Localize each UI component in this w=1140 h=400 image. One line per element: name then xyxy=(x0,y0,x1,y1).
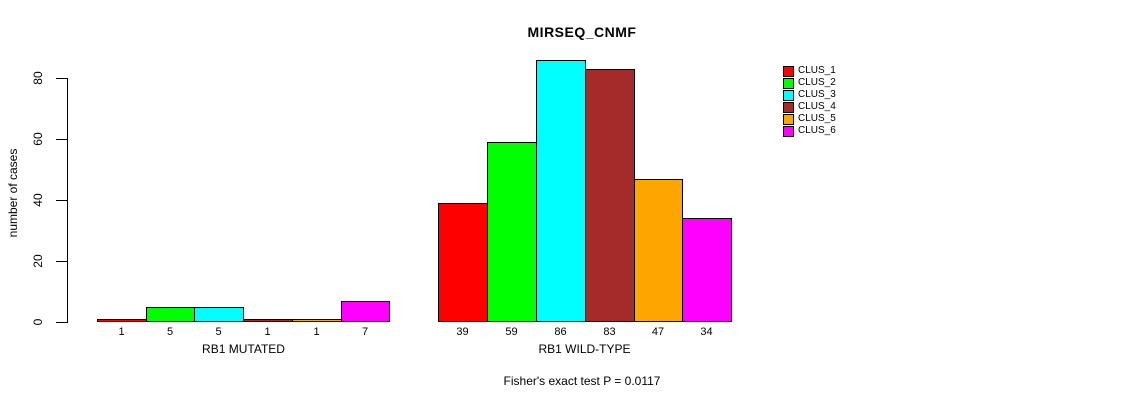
bar-value-label: 5 xyxy=(215,326,222,338)
bar-value-label: 1 xyxy=(313,326,320,338)
chart-title: MIRSEQ_CNMF xyxy=(527,24,637,40)
y-axis-tick-label: 20 xyxy=(31,254,45,268)
bar-clus_1-rb1-mutated xyxy=(97,319,147,322)
bar-value-label: 1 xyxy=(264,326,271,338)
bar-value-label: 39 xyxy=(456,326,469,338)
bar-clus_6-rb1-wild-type xyxy=(682,218,732,322)
bar-clus_3-rb1-mutated xyxy=(194,307,244,322)
y-axis-tick xyxy=(56,139,68,140)
caption-fisher-test: Fisher's exact test P = 0.0117 xyxy=(503,374,661,388)
y-axis-tick xyxy=(56,78,68,79)
bar-clus_5-rb1-wild-type xyxy=(634,179,683,322)
y-axis-tick-label: 40 xyxy=(31,193,45,207)
y-axis-tick xyxy=(56,200,68,201)
bar-clus_5-rb1-mutated xyxy=(292,319,342,322)
bar-clus_2-rb1-wild-type xyxy=(487,142,537,322)
bar-clus_2-rb1-mutated xyxy=(146,307,195,322)
bar-value-label: 7 xyxy=(361,326,369,338)
y-axis-tick-label: 0 xyxy=(31,318,45,326)
bar-clus_3-rb1-wild-type xyxy=(536,60,586,322)
bar-clus_4-rb1-mutated xyxy=(243,319,293,322)
bar-value-label: 1 xyxy=(118,326,125,338)
bar-value-label: 59 xyxy=(505,326,518,338)
y-axis-tick xyxy=(56,322,68,323)
y-axis-tick-label: 60 xyxy=(31,132,45,146)
bar-value-label: 34 xyxy=(700,326,713,338)
group-label: RB1 WILD-TYPE xyxy=(538,342,631,356)
bar-value-label: 86 xyxy=(554,326,567,338)
bar-clus_6-rb1-mutated xyxy=(341,301,390,322)
bar-clus_1-rb1-wild-type xyxy=(438,203,488,322)
y-axis-tick xyxy=(56,261,68,262)
bar-clus_4-rb1-wild-type xyxy=(585,69,635,322)
y-axis-tick-label: 80 xyxy=(31,71,45,85)
bar-value-label: 83 xyxy=(603,326,616,338)
bar-value-label: 5 xyxy=(166,326,174,338)
group-label: RB1 MUTATED xyxy=(202,342,285,356)
bar-value-label: 47 xyxy=(651,326,665,338)
